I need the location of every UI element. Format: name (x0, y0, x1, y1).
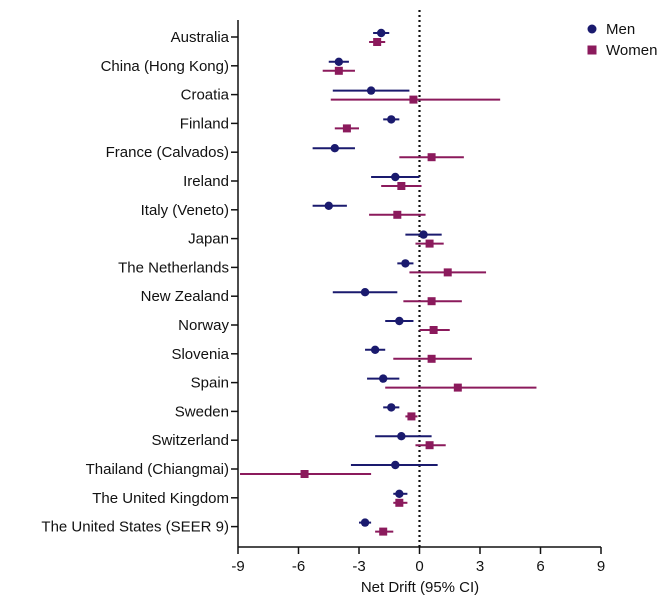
category-label-thailand-chiangmai: Thailand (Chiangmai) (86, 461, 229, 478)
category-label-croatia: Croatia (181, 87, 230, 104)
legend-marker-men (587, 24, 597, 34)
men-point-switzerland (397, 432, 406, 441)
men-point-japan (419, 230, 428, 239)
women-point-france-calvados (427, 153, 436, 162)
category-label-the-united-kingdom: The United Kingdom (92, 490, 229, 507)
women-point-the-united-kingdom (395, 498, 404, 507)
category-label-new-zealand: New Zealand (141, 288, 229, 305)
women-point-thailand-chiangmai (300, 470, 309, 478)
men-point-italy-veneto (324, 201, 333, 210)
women-point-norway (429, 326, 438, 334)
category-label-slovenia: Slovenia (171, 346, 229, 363)
x-axis-title: Net Drift (95% CI) (361, 579, 479, 596)
men-point-the-netherlands (401, 259, 410, 268)
men-point-france-calvados (330, 144, 339, 153)
men-point-norway (395, 316, 404, 326)
plot-marks (240, 28, 537, 536)
x-tick-label: -6 (292, 558, 305, 575)
category-label-ireland: Ireland (183, 173, 229, 190)
x-tick-label: 0 (415, 558, 423, 575)
women-point-ireland (397, 182, 406, 190)
category-label-italy-veneto: Italy (Veneto) (141, 202, 229, 219)
legend-marker-women (587, 45, 597, 55)
men-point-sweden (387, 403, 396, 412)
x-tick-label: 3 (476, 558, 484, 575)
women-point-new-zealand (427, 297, 436, 306)
category-label-sweden: Sweden (175, 403, 229, 420)
legend: Men Women (587, 21, 657, 59)
women-point-croatia (409, 95, 418, 104)
women-point-japan (425, 239, 434, 248)
category-label-the-united-states-seer-9: The United States (SEER 9) (41, 519, 229, 536)
category-label-finland: Finland (180, 115, 229, 132)
category-label-norway: Norway (178, 317, 229, 334)
men-point-slovenia (370, 345, 380, 354)
men-point-spain (379, 374, 388, 383)
women-point-italy-veneto (393, 210, 402, 219)
women-point-china-hong-kong (334, 66, 343, 75)
men-point-thailand-chiangmai (391, 460, 400, 470)
legend-label-men: Men (606, 21, 635, 38)
women-point-finland (342, 124, 351, 133)
category-label-spain: Spain (191, 375, 229, 392)
category-label-switzerland: Switzerland (151, 432, 229, 449)
men-point-croatia (366, 86, 376, 95)
men-point-china-hong-kong (334, 57, 344, 66)
women-point-spain (453, 383, 462, 392)
legend-label-women: Women (606, 42, 657, 59)
men-point-australia (376, 28, 386, 38)
men-point-the-united-states-seer-9 (360, 518, 370, 527)
category-label-the-netherlands: The Netherlands (118, 259, 229, 276)
category-label-france-calvados: France (Calvados) (106, 144, 229, 161)
men-point-finland (387, 115, 396, 124)
x-tick-label: -9 (231, 558, 244, 575)
axes: -9 -6 -3 0 3 6 9 Australia China (Hong Kong) Croa… (41, 10, 605, 575)
men-point-the-united-kingdom (395, 489, 404, 498)
women-point-switzerland (425, 441, 434, 450)
x-tick-label: -3 (352, 558, 365, 575)
category-label-japan: Japan (188, 231, 229, 248)
women-point-sweden (407, 412, 416, 421)
men-point-new-zealand (360, 288, 370, 297)
category-label-china-hong-kong: China (Hong Kong) (101, 58, 229, 75)
women-point-the-united-states-seer-9 (379, 527, 388, 536)
women-point-the-netherlands (443, 268, 452, 277)
men-point-ireland (391, 172, 400, 182)
women-point-slovenia (427, 354, 436, 363)
women-point-australia (373, 38, 382, 46)
x-tick-label: 6 (536, 558, 544, 575)
category-label-australia: Australia (171, 29, 230, 46)
x-tick-label: 9 (597, 558, 605, 575)
